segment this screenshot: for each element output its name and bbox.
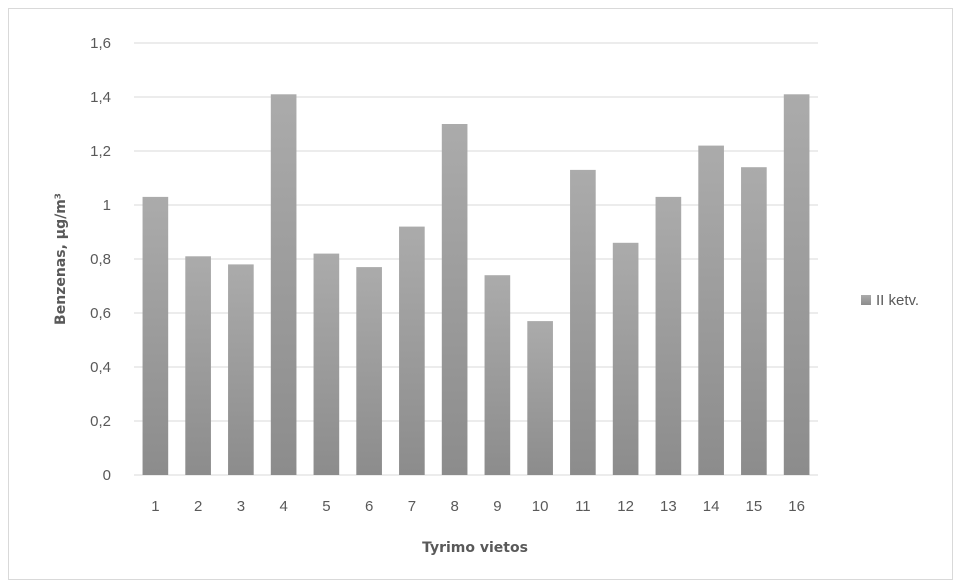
- bar: [741, 167, 767, 475]
- bar: [612, 242, 639, 475]
- x-tick-label: 5: [322, 498, 330, 515]
- x-tick-label: 10: [532, 498, 549, 515]
- legend-label: II ketv.: [876, 292, 919, 309]
- bar: [228, 264, 254, 475]
- y-tick-label: 1,2: [90, 143, 111, 160]
- x-tick-labels: 1 2 3 4 5 6 7 8 9 10 11 12 13 14 15 16: [151, 498, 805, 515]
- x-tick-label: 16: [788, 498, 805, 515]
- x-tick-label: 6: [365, 498, 373, 515]
- bar: [356, 267, 382, 475]
- x-tick-label: 15: [746, 498, 763, 515]
- x-tick-label: 14: [703, 498, 720, 515]
- bar: [527, 321, 553, 475]
- x-tick-label: 4: [279, 498, 287, 515]
- bar: [655, 196, 682, 475]
- bar: [441, 124, 468, 475]
- x-tick-label: 9: [493, 498, 501, 515]
- y-tick-label: 1,6: [90, 35, 111, 52]
- x-tick-label: 3: [237, 498, 245, 515]
- y-tick-label: 0,4: [90, 359, 111, 376]
- bar: [698, 145, 724, 475]
- y-tick-label: 1,4: [90, 89, 111, 106]
- x-tick-label: 1: [151, 498, 159, 515]
- y-tick-label: 0,8: [90, 251, 111, 268]
- x-axis-title: Tyrimo vietos: [422, 540, 528, 556]
- bar: [313, 253, 340, 475]
- x-tick-label: 12: [617, 498, 634, 515]
- y-tick-labels: 0 0,2 0,4 0,6 0,8 1 1,2 1,4 1,6: [90, 35, 111, 484]
- legend: II ketv.: [861, 292, 919, 309]
- bar: [185, 256, 211, 475]
- y-tick-label: 0,6: [90, 305, 111, 322]
- bar: [484, 275, 511, 475]
- bar: [399, 226, 425, 475]
- x-tick-label: 2: [194, 498, 202, 515]
- x-tick-label: 7: [408, 498, 416, 515]
- x-tick-label: 8: [450, 498, 458, 515]
- y-axis-title: Benzenas, µg/m³: [53, 193, 69, 325]
- y-tick-label: 0,2: [90, 413, 111, 430]
- bar: [270, 94, 297, 476]
- bar: [142, 196, 169, 475]
- x-tick-label: 13: [660, 498, 677, 515]
- y-tick-label: 0: [103, 467, 111, 484]
- bar: [783, 94, 810, 476]
- legend-swatch: [861, 295, 871, 305]
- x-tick-label: 11: [575, 498, 591, 515]
- y-tick-label: 1: [103, 197, 111, 214]
- bars: [142, 94, 810, 476]
- bar: [570, 169, 596, 475]
